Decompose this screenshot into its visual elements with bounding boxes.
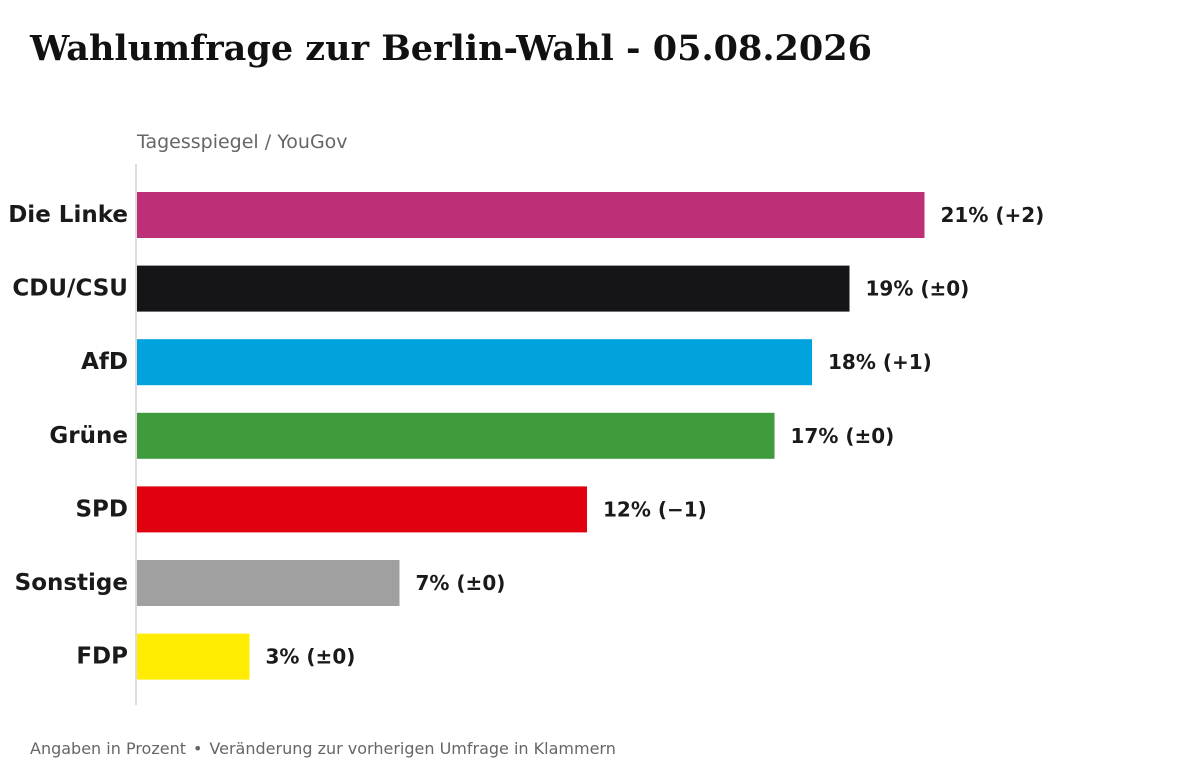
bar-die-linke — [137, 192, 925, 238]
value-label-cdu-csu: 19% (±0) — [866, 277, 970, 301]
category-label-spd: SPD — [75, 496, 128, 522]
category-label-sonstige: Sonstige — [15, 570, 128, 596]
chart-source: Tagesspiegel / YouGov — [137, 131, 348, 153]
value-label-die-linke: 21% (+2) — [941, 203, 1045, 227]
bar-cdu-csu — [137, 265, 850, 312]
bar-afd — [137, 339, 812, 386]
chart-title: Wahlumfrage zur Berlin-Wahl - 05.08.2026 — [30, 28, 872, 69]
value-label-grune: 17% (±0) — [791, 424, 895, 448]
bar-chart: Die Linke 21% (+2) CDU/CSU 19% (±0) AfD 18% (… — [8, 164, 1044, 705]
footnote-changes: Veränderung zur vorherigen Umfrage in Kl… — [209, 739, 616, 758]
bars-group: Die Linke 21% (+2) CDU/CSU 19% (±0) AfD 18% (… — [8, 192, 1044, 680]
bar-grune — [137, 412, 775, 459]
category-label-afd: AfD — [81, 349, 128, 375]
category-label-fdp: FDP — [76, 644, 128, 670]
bar-spd — [137, 486, 587, 533]
bar-fdp — [137, 633, 250, 680]
value-label-spd: 12% (−1) — [603, 497, 707, 521]
value-label-fdp: 3% (±0) — [266, 645, 356, 669]
category-label-die-linke: Die Linke — [8, 202, 128, 228]
chart-footer: Angaben in Prozent • Veränderung zur vorhe… — [30, 739, 616, 758]
bar-sonstige — [137, 560, 400, 606]
footnote-separator: • — [192, 739, 203, 758]
category-label-cdu-csu: CDU/CSU — [12, 276, 128, 302]
footnote-units: Angaben in Prozent — [30, 739, 186, 758]
value-label-sonstige: 7% (±0) — [416, 571, 506, 595]
category-label-grune: Grüne — [49, 423, 128, 449]
value-label-afd: 18% (+1) — [828, 350, 932, 374]
